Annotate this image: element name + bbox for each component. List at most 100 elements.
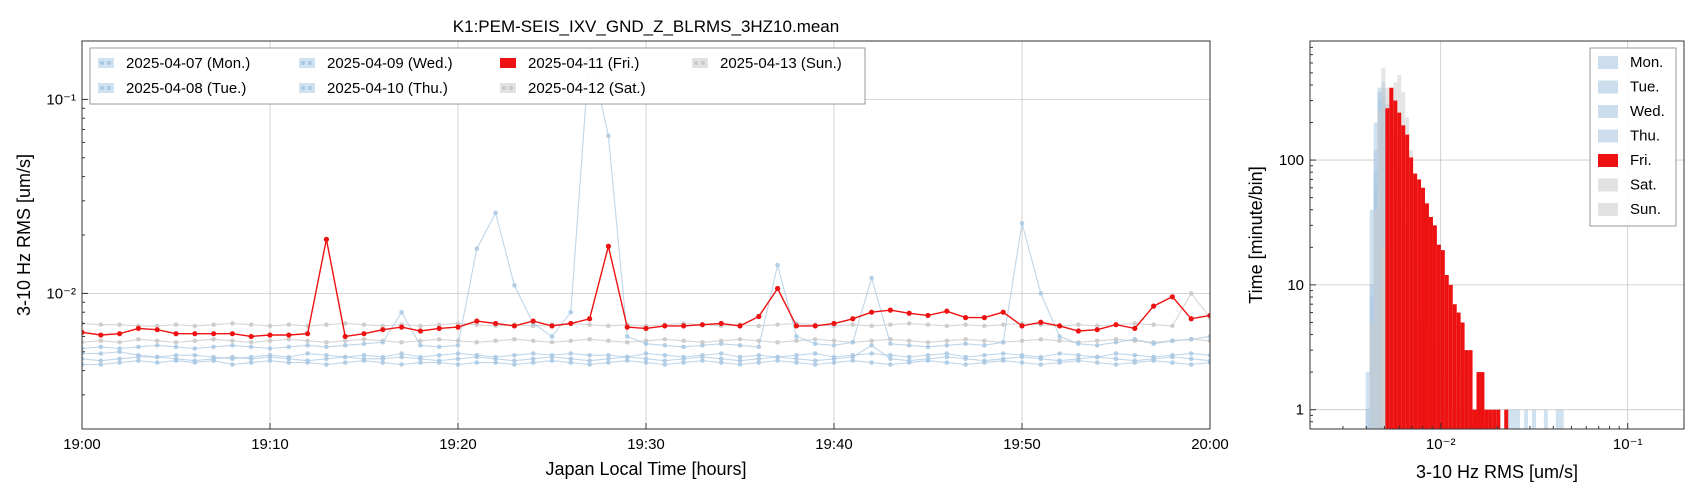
data-point xyxy=(455,351,461,356)
data-point xyxy=(230,338,235,344)
data-point xyxy=(1113,351,1119,356)
data-point xyxy=(192,331,198,337)
data-point xyxy=(267,346,273,351)
data-point xyxy=(906,343,912,348)
data-point xyxy=(211,322,216,327)
data-point xyxy=(794,360,799,365)
data-point xyxy=(850,322,856,327)
data-point xyxy=(136,336,141,342)
histogram-bar xyxy=(1444,274,1449,429)
data-point xyxy=(718,351,724,356)
data-point xyxy=(850,316,856,322)
data-point xyxy=(267,323,273,329)
data-point xyxy=(963,341,968,347)
legend-swatch-marker xyxy=(301,61,305,65)
data-point xyxy=(718,320,724,327)
time-series-x-axis-label: Japan Local Time [hours] xyxy=(545,459,746,479)
data-point xyxy=(1019,354,1025,360)
legend-swatch xyxy=(500,58,516,68)
data-point xyxy=(794,338,799,344)
legend-swatch-marker xyxy=(100,61,104,65)
data-point xyxy=(82,356,85,362)
data-point xyxy=(662,362,668,367)
histogram-bar xyxy=(1504,409,1509,429)
data-point xyxy=(906,358,912,363)
data-point xyxy=(399,354,404,360)
histogram-bar xyxy=(1452,304,1457,429)
legend-swatch xyxy=(299,58,315,68)
histogram-bar xyxy=(1385,108,1390,429)
data-point xyxy=(549,358,555,363)
time-series-legend: 2025-04-07 (Mon.) 2025-04-08 (Tue.) 2025-0… xyxy=(89,47,866,105)
time-series-x-tick-label: 19:30 xyxy=(627,436,665,453)
data-point xyxy=(82,362,85,367)
data-point xyxy=(869,343,874,348)
data-point xyxy=(1038,336,1044,342)
data-point xyxy=(286,322,292,327)
data-point xyxy=(512,352,517,358)
data-point xyxy=(154,343,160,348)
legend-box xyxy=(89,47,866,105)
data-point xyxy=(794,352,799,358)
histogram-bar xyxy=(1480,372,1485,429)
data-point xyxy=(888,352,893,358)
data-point xyxy=(606,133,611,138)
data-point xyxy=(1170,323,1175,329)
data-point xyxy=(549,339,555,345)
legend-swatch xyxy=(692,58,708,68)
histogram-plot xyxy=(1365,67,1564,429)
data-point xyxy=(305,331,311,337)
data-point xyxy=(681,323,687,329)
data-point xyxy=(173,344,179,350)
data-point xyxy=(869,338,874,344)
legend-swatch xyxy=(1598,178,1618,192)
histogram-bar xyxy=(1472,409,1477,429)
data-point xyxy=(82,346,85,351)
data-point xyxy=(530,360,536,365)
data-point xyxy=(380,323,386,329)
legend-swatch-marker xyxy=(308,61,312,65)
data-point xyxy=(361,341,367,347)
data-point xyxy=(1000,351,1006,356)
data-point xyxy=(1132,336,1138,342)
data-point xyxy=(944,360,950,365)
data-point xyxy=(211,356,216,362)
data-point xyxy=(1188,362,1194,367)
data-point xyxy=(474,322,480,327)
data-point xyxy=(192,358,198,363)
data-point xyxy=(944,308,950,314)
histogram-bar xyxy=(1531,409,1536,429)
data-point xyxy=(1207,312,1210,319)
data-point xyxy=(98,351,104,356)
data-point xyxy=(812,351,818,356)
data-point xyxy=(1170,354,1175,360)
legend-entry: 2025-04-09 (Wed.) xyxy=(299,55,453,72)
data-point xyxy=(248,322,254,327)
time-series-title: K1:PEM-SEIS_IXV_GND_Z_BLRMS_3HZ10.mean xyxy=(453,17,839,36)
legend-entry: 2025-04-11 (Fri.) xyxy=(500,55,639,72)
data-point xyxy=(887,307,894,313)
histogram-bar xyxy=(1508,409,1513,429)
data-point xyxy=(737,358,743,363)
data-point xyxy=(812,362,818,367)
data-point xyxy=(699,322,706,328)
data-point xyxy=(1113,362,1119,367)
data-point xyxy=(869,323,874,329)
data-point xyxy=(850,339,856,345)
data-point xyxy=(606,356,611,362)
histogram-bar xyxy=(1464,350,1469,429)
data-point xyxy=(474,354,480,360)
data-point xyxy=(737,362,743,367)
data-point xyxy=(1076,322,1081,327)
data-point xyxy=(399,309,404,315)
histogram-bar xyxy=(1373,209,1378,429)
legend-label: 2025-04-12 (Sat.) xyxy=(528,80,646,97)
data-point xyxy=(681,360,686,365)
data-point xyxy=(361,322,367,327)
data-point xyxy=(82,339,85,345)
data-point xyxy=(888,322,893,327)
legend-swatch-marker xyxy=(100,86,104,90)
data-point xyxy=(305,338,310,344)
data-point xyxy=(230,354,235,360)
data-point xyxy=(1094,343,1100,348)
